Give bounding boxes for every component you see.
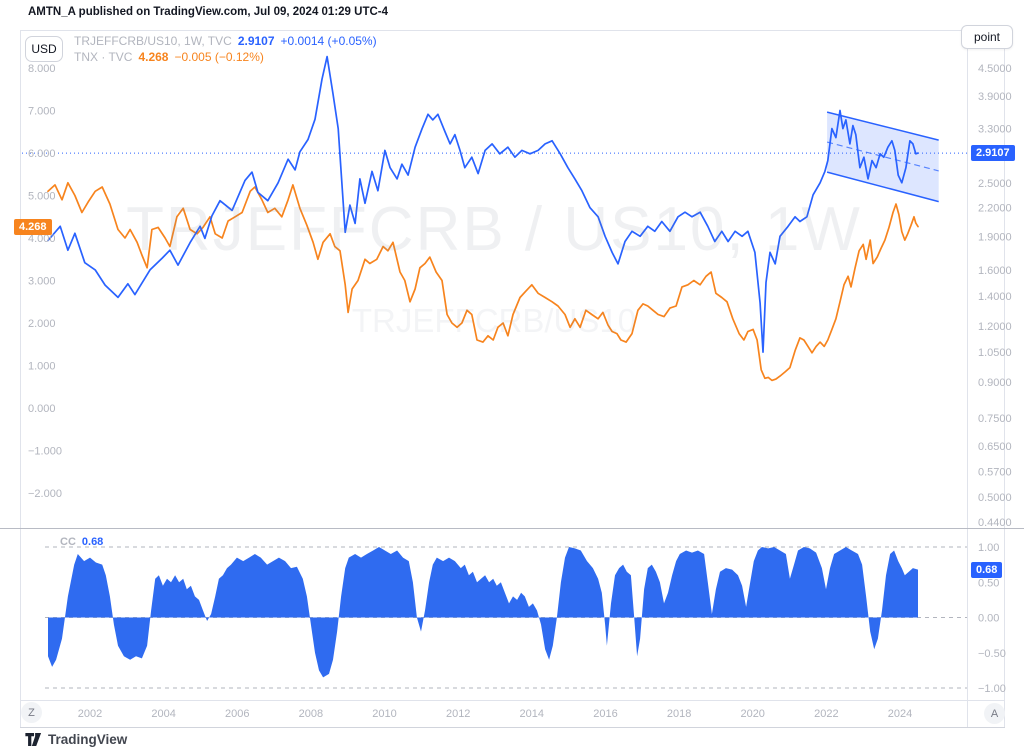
compare-price-badge: 4.268	[14, 219, 52, 235]
year-axis-tick: 2002	[78, 708, 102, 720]
year-axis-tick: 2018	[667, 708, 691, 720]
frame-right-border	[1004, 30, 1005, 727]
point-unit-button[interactable]: point	[961, 25, 1013, 49]
right-axis-tick: 1.4000	[978, 291, 1012, 303]
tradingview-attribution[interactable]: TradingView	[25, 732, 127, 747]
right-axis-tick: 1.2000	[978, 321, 1012, 333]
tradingview-brand-text: TradingView	[48, 732, 128, 747]
right-axis-tick: 0.4400	[978, 517, 1012, 529]
compare-symbol-label: TNX · TVC	[74, 50, 133, 64]
right-axis-tick: 3.3000	[978, 124, 1012, 136]
right-axis-tick: 0.5000	[978, 492, 1012, 504]
year-axis-tick: 2024	[888, 708, 912, 720]
year-axis-tick: 2012	[446, 708, 470, 720]
compare-change: −0.005 (−0.12%)	[174, 50, 264, 64]
left-axis-tick: 3.000	[28, 276, 56, 288]
frame-top-border	[20, 30, 1005, 31]
right-axis-tick: 0.5700	[978, 466, 1012, 478]
main-change: +0.0014 (+0.05%)	[280, 34, 377, 48]
cc-axis-tick: −1.00	[978, 683, 1006, 695]
left-axis-tick: −2.000	[28, 488, 62, 500]
right-axis-tick: 1.6000	[978, 265, 1012, 277]
timezone-button[interactable]: Z	[21, 702, 42, 723]
cc-axis-tick: 1.00	[978, 542, 999, 554]
main-last-price: 2.9107	[237, 34, 275, 48]
right-axis-tick: 2.2000	[978, 203, 1012, 215]
right-axis-tick: 0.6500	[978, 441, 1012, 453]
left-axis-tick: −1.000	[28, 446, 62, 458]
right-axis-tick: 1.9000	[978, 231, 1012, 243]
main-symbol-label: TRJEFFCRB/US10, 1W, TVC	[74, 34, 232, 48]
left-axis-tick: 1.000	[28, 361, 56, 373]
left-axis-tick: 8.000	[28, 63, 56, 75]
right-axis-tick: 4.5000	[978, 63, 1012, 75]
legend-compare-series[interactable]: TNX · TVC 4.268 −0.005 (−0.12%)	[74, 49, 377, 65]
left-axis-tick: 5.000	[28, 191, 56, 203]
legend-main-series[interactable]: TRJEFFCRB/US10, 1W, TVC 2.9107 +0.0014 (…	[74, 33, 377, 49]
year-axis-tick: 2004	[151, 708, 175, 720]
correlation-label: CC	[60, 536, 76, 548]
left-axis-tick: 6.000	[28, 148, 56, 160]
publish-attribution: AMTN_A published on TradingView.com, Jul…	[28, 6, 388, 18]
frame-left-border	[20, 30, 21, 727]
right-axis-tick: 1.0500	[978, 347, 1012, 359]
year-axis-tick: 2022	[814, 708, 838, 720]
year-axis-tick: 2014	[520, 708, 544, 720]
main-price-badge: 2.9107	[971, 145, 1015, 161]
year-axis-tick: 2020	[740, 708, 764, 720]
correlation-value: 0.68	[81, 536, 104, 548]
currency-unit-button[interactable]: USD	[25, 36, 63, 62]
time-axis-top-border	[20, 700, 1005, 701]
year-axis-tick: 2010	[372, 708, 396, 720]
right-axis-tick: 0.7500	[978, 413, 1012, 425]
tradingview-logo-icon	[25, 733, 42, 746]
year-axis-tick: 2008	[299, 708, 323, 720]
year-axis-tick: 2016	[593, 708, 617, 720]
right-axis-tick: 2.5000	[978, 178, 1012, 190]
left-axis-tick: 0.000	[28, 403, 56, 415]
correlation-value-badge: 0.68	[971, 562, 1003, 578]
channel-top-line[interactable]	[826, 111, 939, 141]
channel-bottom-line[interactable]	[826, 171, 939, 203]
axis-settings-button[interactable]: A	[984, 703, 1005, 724]
year-axis-tick: 2006	[225, 708, 249, 720]
correlation-area-series[interactable]	[48, 547, 918, 678]
legend: TRJEFFCRB/US10, 1W, TVC 2.9107 +0.0014 (…	[74, 33, 377, 65]
left-axis-tick: 7.000	[28, 106, 56, 118]
cc-axis-tick: 0.50	[978, 577, 999, 589]
right-axis-tick: 3.9000	[978, 91, 1012, 103]
pane-divider[interactable]	[0, 528, 1024, 529]
time-axis-bottom-border	[20, 727, 1005, 728]
ratio-line-series[interactable]	[47, 55, 919, 353]
correlation-legend[interactable]: CC 0.68	[60, 536, 103, 548]
cc-axis-tick: 0.00	[978, 613, 999, 625]
tnx-line-series[interactable]	[47, 181, 919, 382]
compare-last-price: 4.268	[138, 50, 169, 64]
right-axis-tick: 0.9000	[978, 377, 1012, 389]
left-axis-tick: 2.000	[28, 318, 56, 330]
price-axis-separator	[967, 30, 968, 727]
cc-axis-tick: −0.50	[978, 648, 1006, 660]
left-axis-tick: 4.000	[28, 233, 56, 245]
